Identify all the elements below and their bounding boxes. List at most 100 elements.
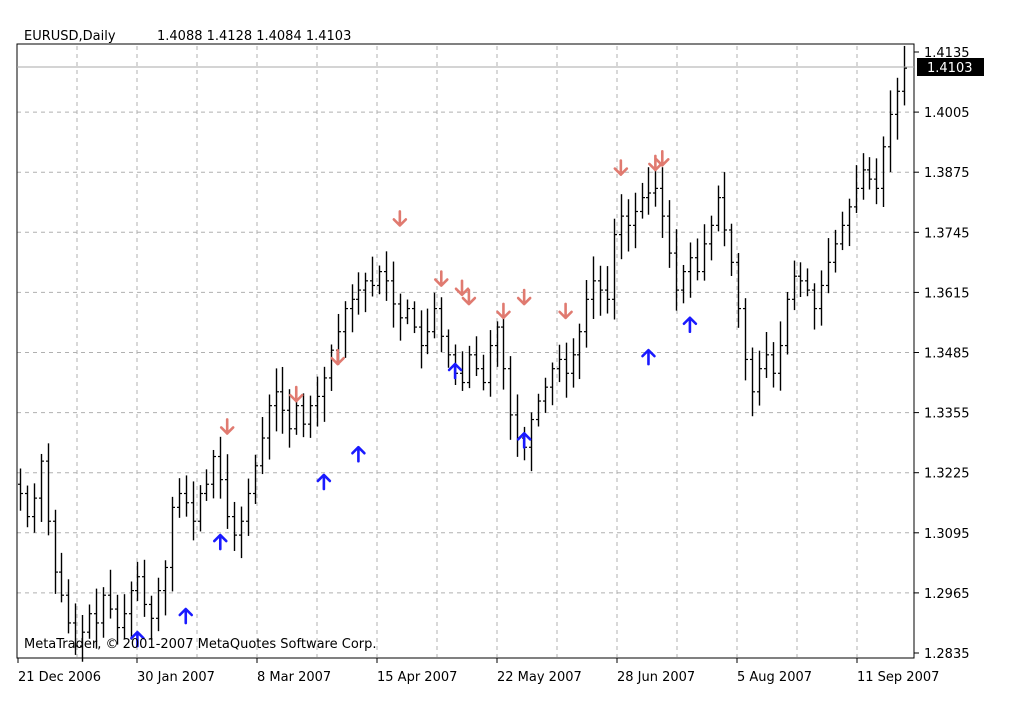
- down-arrow-icon: [648, 154, 663, 172]
- ohlc-bar: [156, 577, 161, 632]
- ohlc-bar: [198, 485, 203, 532]
- ohlc-bar: [315, 376, 320, 427]
- x-tick-label: 21 Dec 2006: [18, 670, 101, 685]
- ohlc-bar: [101, 587, 106, 638]
- ohlc-bar: [287, 389, 292, 448]
- ohlc-bar: [73, 603, 78, 655]
- grid-lines: [17, 46, 914, 657]
- ohlc-bar: [854, 165, 859, 214]
- ohlc-bar: [619, 194, 624, 260]
- signal-arrows: [130, 150, 698, 648]
- ohlc-bar: [778, 321, 783, 391]
- ohlc-bar: [253, 454, 258, 504]
- x-tick-label: 5 Aug 2007: [737, 670, 812, 685]
- down-arrow-icon: [516, 288, 532, 306]
- ohlc-bar: [425, 308, 430, 355]
- ohlc-bar: [840, 211, 845, 251]
- down-arrow-icon: [330, 348, 345, 366]
- ohlc-bar: [785, 292, 790, 355]
- up-arrow-icon: [316, 473, 332, 491]
- ohlc-bar: [564, 342, 569, 398]
- ohlc-bar: [135, 561, 140, 601]
- down-arrow-icon: [558, 302, 573, 320]
- ohlc-bar: [274, 368, 279, 432]
- ohlc-bar: [833, 229, 838, 273]
- ohlc-bar: [605, 266, 610, 314]
- down-arrow-icon: [654, 150, 670, 167]
- plot-frame: [16, 43, 915, 659]
- ohlc-bar: [716, 185, 721, 232]
- ohlc-bar: [812, 283, 817, 330]
- down-arrow-icon: [496, 302, 511, 320]
- up-arrow-icon: [641, 348, 656, 366]
- ohlc-bar: [826, 238, 831, 294]
- up-arrow-icon: [351, 445, 366, 463]
- ohlc-bar: [515, 394, 520, 457]
- ohlc-bar: [633, 192, 638, 249]
- ohlc-bar: [798, 262, 803, 297]
- ohlc-bar: [384, 251, 389, 301]
- ohlc-bar: [709, 215, 714, 261]
- ohlc-bar: [805, 268, 810, 297]
- ohlc-bar: [543, 377, 548, 413]
- y-tick-label: 1.3875: [924, 166, 970, 181]
- x-tick-label: 30 Jan 2007: [137, 670, 215, 685]
- ohlc-bar: [895, 77, 900, 140]
- ohlc-bar: [571, 338, 576, 388]
- ohlc-bar: [481, 354, 486, 391]
- ohlc-bar: [177, 478, 182, 518]
- ohlc-bar: [474, 336, 479, 377]
- y-tick-label: 1.3485: [924, 347, 970, 362]
- ohlc-bar: [129, 581, 134, 640]
- ohlc-bar: [557, 344, 562, 383]
- x-axis-ticks: 21 Dec 2006 30 Jan 2007 8 Mar 2007 15 Apr 2…: [17, 658, 939, 685]
- ohlc-bar: [25, 485, 30, 528]
- down-arrow-icon: [613, 159, 629, 176]
- down-arrow-icon: [392, 210, 408, 227]
- y-axis-ticks: 1.4135 1.4005 1.3875 1.3745 1.3615 1.3485 1.33…: [914, 46, 970, 662]
- ohlc-bar: [377, 265, 382, 295]
- ohlc-bar: [750, 347, 755, 417]
- ohlc-bar: [18, 468, 23, 511]
- ohlc-bar: [577, 323, 582, 380]
- ohlc-bar: [688, 242, 693, 298]
- ohlc-bar: [246, 478, 251, 536]
- ohlc-bar: [308, 395, 313, 438]
- y-tick-label: 1.3615: [924, 286, 970, 301]
- ohlc-bar: [329, 344, 334, 391]
- down-arrow-icon: [288, 385, 304, 403]
- ohlc-bar: [460, 351, 465, 391]
- ohlc-bar: [419, 310, 424, 369]
- ohlc-bar: [343, 301, 348, 358]
- ohlc-bar: [39, 453, 44, 522]
- ohlc-bar: [640, 182, 645, 219]
- down-arrow-icon: [433, 270, 449, 287]
- ohlc-bar: [536, 393, 541, 427]
- ohlc-bar: [819, 270, 824, 326]
- ohlc-bar: [439, 297, 444, 353]
- ohlc-bar: [598, 265, 603, 316]
- ohlc-bar: [874, 158, 879, 205]
- ohlc-bar: [398, 293, 403, 341]
- ohlc-bar: [87, 604, 92, 639]
- ohlc-bar: [191, 481, 196, 541]
- ohlc-bar: [115, 594, 120, 645]
- ohlc-bar: [204, 469, 209, 501]
- ohlc-bar: [771, 342, 776, 388]
- ohlc-bar: [646, 167, 651, 215]
- up-arrow-icon: [130, 630, 145, 648]
- ohlc-bar: [861, 153, 866, 200]
- ohlc-bar: [412, 301, 417, 334]
- x-tick-label: 22 May 2007: [497, 670, 582, 685]
- y-tick-label: 1.3355: [924, 407, 970, 422]
- x-tick-label: 15 Apr 2007: [377, 670, 457, 685]
- ohlc-bar: [370, 256, 375, 297]
- ohlc-bar: [363, 272, 368, 313]
- down-arrow-icon: [461, 288, 477, 306]
- ohlc-bar: [280, 366, 285, 434]
- ohlc-bar: [743, 298, 748, 381]
- ohlc-bar: [626, 199, 631, 252]
- ohlc-bars: [18, 45, 907, 662]
- ohlc-bar: [501, 312, 506, 390]
